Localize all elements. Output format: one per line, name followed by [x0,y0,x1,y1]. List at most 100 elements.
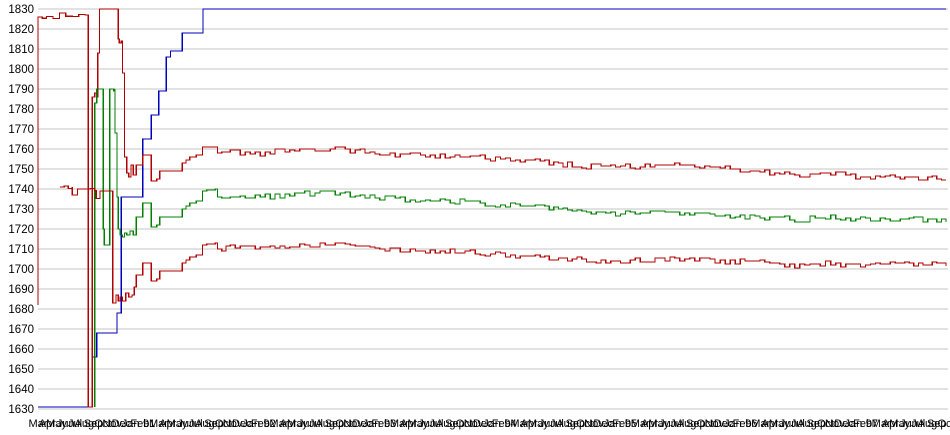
series-blue-steps [38,8,946,408]
x-axis-label: Aug [797,418,817,430]
x-axis-label: Feb [853,418,872,430]
x-axis-label: Apr [39,418,56,430]
x-axis-label: 94 [504,418,516,430]
x-axis-label: Oct [937,418,950,430]
series-red-upper-band [37,8,946,408]
x-axis-label: Aug [556,418,576,430]
x-axis-label: Jul [188,418,202,430]
x-axis-label: Jan [242,418,260,430]
x-axis-label: Jan [724,418,742,430]
x-axis-label: Sep [686,418,706,430]
y-axis-label: 1790 [8,84,34,96]
x-axis-label: Dec [232,418,252,430]
y-axis-label: 1670 [8,324,34,336]
x-axis-label: Sep [204,418,224,430]
x-axis-label: Nov [102,418,122,430]
y-axis-label: 1760 [8,144,34,156]
x-axis-label: May [528,418,549,430]
x-axis-label: Dec [834,418,854,430]
x-axis-label: Jul [429,418,443,430]
x-axis-label: Jan [363,418,381,430]
y-axis-label: 1800 [8,64,34,76]
x-axis-label: 95 [625,418,637,430]
x-axis-label: Nov [825,418,845,430]
y-axis-label: 1710 [8,244,34,256]
x-axis-label: Oct [817,418,834,430]
x-axis-label: Jul [670,418,684,430]
y-axis-label: 1730 [8,204,34,216]
x-axis-label: Jun [418,418,436,430]
y-axis-label: 1660 [8,344,34,356]
x-axis-label: Jun [57,418,75,430]
x-axis-label: Oct [456,418,473,430]
series-green-mid [93,88,947,407]
x-axis-label: Sep [445,418,465,430]
y-axis-label: 1740 [8,184,34,196]
x-axis-label: Jan [604,418,622,430]
x-axis-label: Jul [309,418,323,430]
x-axis-label: Nov [464,418,484,430]
x-axis-label: Mar [269,418,288,430]
x-axis-label: Aug [677,418,697,430]
y-axis-label: 1780 [8,104,34,116]
x-axis-label: Feb [371,418,390,430]
x-axis-label: Apr [882,418,899,430]
x-axis-label: Apr [159,418,176,430]
x-axis-label: Jun [780,418,798,430]
x-axis-label: Nov [705,418,725,430]
x-axis-label: Sep [806,418,826,430]
x-axis-label: Dec [112,418,132,430]
x-axis-label: May [648,418,669,430]
x-axis-label: Jul [550,418,564,430]
x-axis-label: Nov [584,418,604,430]
x-axis-label: Feb [130,418,149,430]
x-axis-label: Mar [872,418,891,430]
x-axis-label: Oct [335,418,352,430]
x-axis-label: May [407,418,428,430]
y-axis-label: 1750 [8,164,34,176]
x-axis-label: Sep [566,418,586,430]
x-axis-label: Mar [390,418,409,430]
x-axis-label: Nov [223,418,243,430]
x-axis-label: 92 [264,418,276,430]
y-axis-label: 1720 [8,224,34,236]
x-axis-label: Dec [714,418,734,430]
x-axis-label: Sep [927,418,947,430]
x-axis-label: Jun [298,418,316,430]
x-axis-label: Jan [483,418,501,430]
x-axis-label: Aug [918,418,938,430]
x-axis-label: Feb [251,418,270,430]
x-axis-label: Apr [280,418,297,430]
x-axis-label: Jun [177,418,195,430]
x-axis-label: May [889,418,910,430]
x-axis-label: Aug [315,418,335,430]
x-axis-label: Oct [697,418,714,430]
x-axis-label: May [167,418,188,430]
x-axis-label: Feb [733,418,752,430]
x-axis-label: Jul [791,418,805,430]
x-axis-label: Mar [29,418,48,430]
x-axis-label: Mar [510,418,529,430]
x-axis-label: Mar [631,418,650,430]
x-axis-label: Aug [75,418,95,430]
y-axis-label: 1700 [8,264,34,276]
x-axis-label: Jul [911,418,925,430]
x-axis-label: 97 [866,418,878,430]
x-axis-label: Jun [539,418,557,430]
x-axis-label: May [769,418,790,430]
x-axis-label: Aug [195,418,215,430]
x-axis-label: Oct [576,418,593,430]
series-red-lower-band [60,185,947,304]
x-axis-label: Oct [94,418,111,430]
x-axis-label: Dec [353,418,373,430]
x-axis-label: Apr [520,418,537,430]
x-axis-label: Aug [436,418,456,430]
x-axis-label: Feb [612,418,631,430]
x-axis-label: Jul [68,418,82,430]
x-axis-label: Jun [900,418,918,430]
x-axis-label: Jun [659,418,677,430]
x-axis-label: Dec [593,418,613,430]
x-axis-label: Apr [400,418,417,430]
